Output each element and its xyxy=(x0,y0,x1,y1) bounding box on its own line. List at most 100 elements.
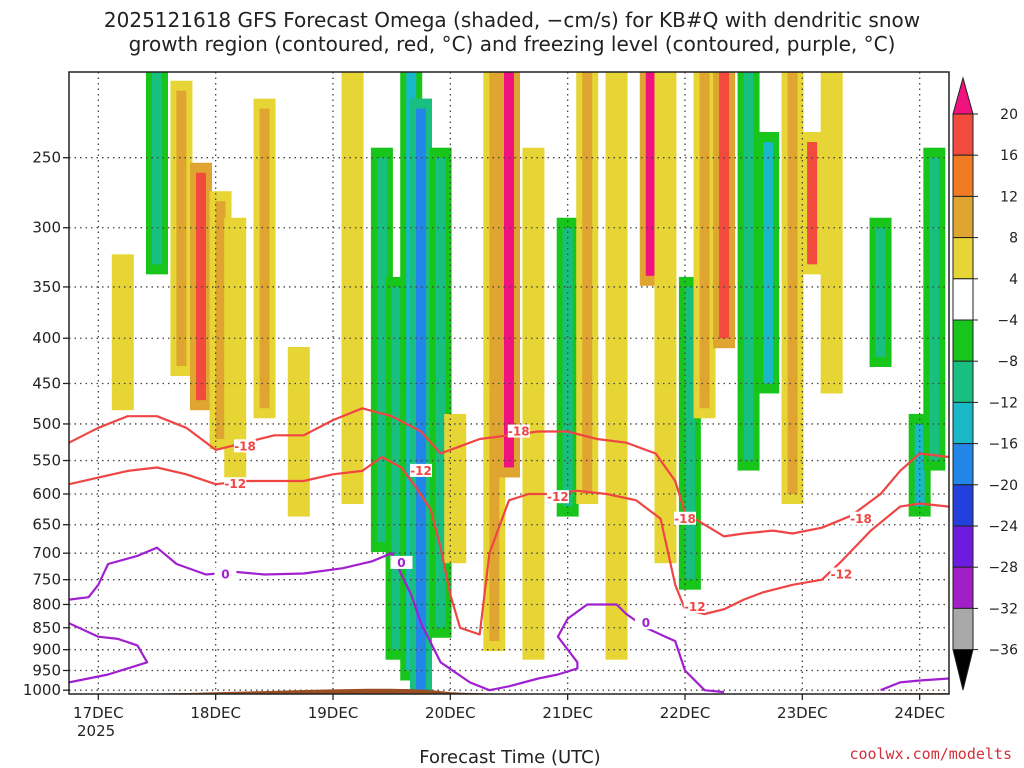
omega-core xyxy=(215,201,226,440)
colorbar-label: −16 xyxy=(988,437,1018,453)
y-tick-label: 400 xyxy=(32,329,61,347)
x-axis: 17DEC 18DEC 19DEC 20DEC 21DEC 22DEC 23DEC 24DEC xyxy=(73,694,945,722)
contour-lines: -18 -18 -18 -18 -12 -12 -12 -12 -12 0 0 0 xyxy=(69,407,949,694)
colorbar-swatch xyxy=(952,443,974,486)
omega-core xyxy=(416,108,426,691)
omega-core xyxy=(684,286,695,580)
y-tick-label: 550 xyxy=(32,452,61,470)
contour-label-bg xyxy=(634,616,657,630)
colorbar-swatch xyxy=(952,360,974,403)
omega-core xyxy=(763,142,774,384)
terrain xyxy=(69,688,949,694)
colorbar-label: −12 xyxy=(988,395,1018,411)
colorbar-bottom-arrow xyxy=(952,649,974,691)
omega-shading xyxy=(111,72,946,694)
colorbar-label: −28 xyxy=(988,560,1018,576)
y-tick-label: 800 xyxy=(32,595,61,613)
omega-core xyxy=(391,286,402,650)
chart-title-line-2: growth region (contoured, red, °C) and f… xyxy=(129,32,896,56)
x-tick-label: 19DEC xyxy=(308,704,359,722)
omega-core xyxy=(582,72,593,494)
colorbar-swatch xyxy=(952,607,974,651)
colorbar: 20 16 12 8 4 −4 −8 −12 −16 −20 −24 −28 −32 −36 xyxy=(952,76,1018,691)
colorbar-label: −24 xyxy=(988,519,1018,535)
contour-label-bg xyxy=(410,463,432,477)
omega-core xyxy=(528,157,539,650)
y-tick-label: 650 xyxy=(32,516,61,534)
y-tick-label: 850 xyxy=(32,619,61,637)
omega-core xyxy=(743,72,754,461)
omega-core xyxy=(293,356,304,507)
colorbar-swatch xyxy=(952,237,974,280)
contour-label: 0 xyxy=(221,568,229,582)
contour-label: -18 xyxy=(674,512,696,526)
y-tick-label: 450 xyxy=(32,374,61,392)
colorbar-swatch xyxy=(952,154,974,197)
grid-lines xyxy=(69,72,949,694)
colorbar-label: 20 xyxy=(1000,107,1018,123)
contour-label-bg xyxy=(674,511,696,525)
omega-core xyxy=(611,72,622,650)
y-tick-label: 300 xyxy=(32,219,61,237)
omega-core xyxy=(807,142,818,265)
contour-label-bg xyxy=(546,490,569,504)
y-tick-label: 250 xyxy=(32,149,61,167)
colorbar-swatch xyxy=(952,319,974,362)
contour-label: -12 xyxy=(831,568,853,582)
omega-core xyxy=(787,72,798,494)
contour-label: -12 xyxy=(684,600,706,614)
colorbar-label: −4 xyxy=(997,313,1018,329)
contour-label: -12 xyxy=(224,477,246,491)
x-tick-label: 24DEC xyxy=(894,704,945,722)
contour-label: -18 xyxy=(234,439,256,453)
contour-line xyxy=(69,546,725,694)
colorbar-label: 12 xyxy=(1000,189,1018,205)
contour-label-bg xyxy=(830,567,853,581)
omega-core xyxy=(562,227,573,507)
terrain-fill xyxy=(69,688,949,694)
x-tick-label: 17DEC xyxy=(73,704,124,722)
y-tick-label: 900 xyxy=(32,641,61,659)
y-axis: 250 300 350 400 450 500 550 600 650 700 750 800 850 9… xyxy=(23,149,69,699)
omega-core xyxy=(230,227,241,468)
colorbar-label: 4 xyxy=(1009,272,1018,288)
x-tick-label: 20DEC xyxy=(425,704,476,722)
x-axis-title: Forecast Time (UTC) xyxy=(419,747,600,768)
y-tick-label: 950 xyxy=(32,661,61,679)
omega-core xyxy=(176,90,187,367)
colorbar-swatch xyxy=(952,566,974,609)
omega-core xyxy=(645,72,656,276)
omega-core xyxy=(914,423,925,507)
y-tick-label: 500 xyxy=(32,415,61,433)
colorbar-swatch xyxy=(952,113,974,156)
colorbar-swatch xyxy=(952,484,974,527)
colorbar-swatch xyxy=(952,525,974,568)
contour-label-bg xyxy=(683,599,706,613)
omega-core xyxy=(376,157,387,543)
omega-core xyxy=(875,227,886,357)
contour-label: -18 xyxy=(850,512,872,526)
contour-label: -18 xyxy=(508,425,530,439)
omega-core xyxy=(450,423,461,554)
y-tick-label: 350 xyxy=(32,278,61,296)
x-tick-label: 21DEC xyxy=(542,704,593,722)
colorbar-swatch xyxy=(952,401,974,445)
colorbar-label: 16 xyxy=(1000,148,1018,164)
y-tick-label: 1000 xyxy=(23,681,61,699)
colorbar-swatch xyxy=(952,278,974,321)
contour-label: -12 xyxy=(547,490,569,504)
omega-core xyxy=(152,72,162,265)
omega-core xyxy=(699,72,710,409)
contour-line xyxy=(69,622,149,684)
colorbar-label: −36 xyxy=(988,643,1018,659)
colorbar-label: −20 xyxy=(988,478,1018,494)
omega-core xyxy=(660,72,671,554)
omega-core xyxy=(489,72,500,642)
omega-core xyxy=(719,72,730,339)
colorbar-top-arrow xyxy=(952,76,974,115)
omega-core xyxy=(117,264,128,401)
contour-line xyxy=(880,677,949,692)
contour-label-bg xyxy=(507,424,530,438)
contour-label: 0 xyxy=(642,616,650,630)
